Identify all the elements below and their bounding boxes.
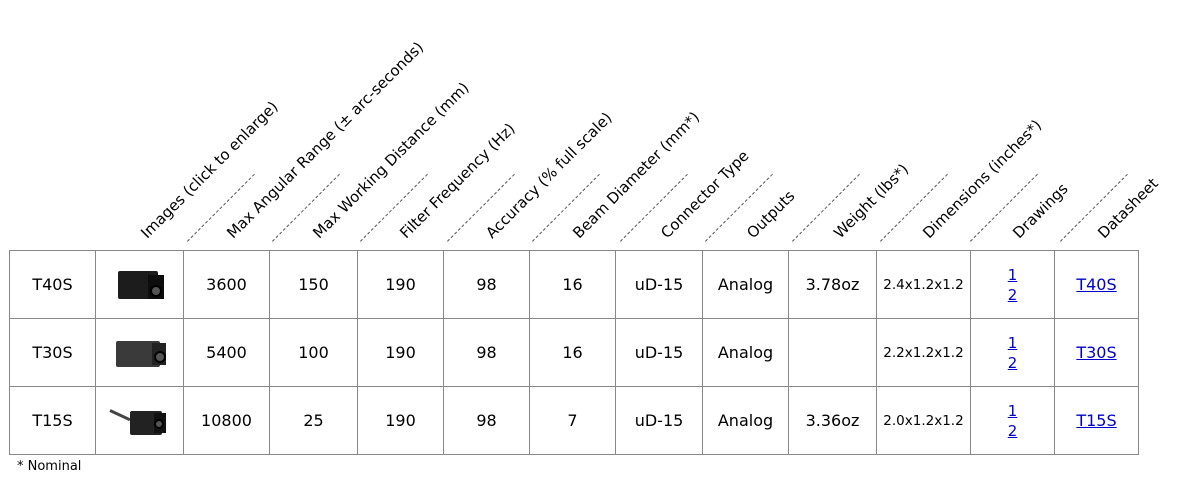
- drawing-1-link[interactable]: 1: [1007, 333, 1018, 352]
- drawings-cell: 1 2: [970, 250, 1055, 319]
- image-cell: [95, 318, 184, 387]
- drawings-cell: 1 2: [970, 318, 1055, 387]
- drawing-1-link[interactable]: 1: [1007, 401, 1018, 420]
- spec-table: T40S 3600 150 190 98 16 uD-15 Analog 3.7…: [9, 250, 1139, 455]
- datasheet-cell: T15S: [1054, 386, 1139, 455]
- sensor-t40s-image[interactable]: [110, 265, 170, 305]
- dimensions-cell: 2.2x1.2x1.2: [876, 318, 971, 387]
- outputs-cell: Analog: [702, 250, 789, 319]
- datasheet-link[interactable]: T40S: [1076, 275, 1117, 294]
- lens-icon: [153, 418, 164, 429]
- working-distance-cell: 100: [269, 318, 358, 387]
- sensor-t30s-image[interactable]: [110, 333, 170, 373]
- sensor-t15s-image[interactable]: [108, 401, 170, 441]
- datasheet-cell: T40S: [1054, 250, 1139, 319]
- beam-diameter-cell: 7: [529, 386, 616, 455]
- accuracy-cell: 98: [443, 318, 530, 387]
- weight-cell: 3.78oz: [788, 250, 877, 319]
- working-distance-cell: 150: [269, 250, 358, 319]
- table-row: T40S 3600 150 190 98 16 uD-15 Analog 3.7…: [9, 250, 1139, 319]
- filter-frequency-cell: 190: [357, 250, 444, 319]
- connector-cell: uD-15: [615, 386, 703, 455]
- weight-cell: 3.36oz: [788, 386, 877, 455]
- column-headers: Images (click to enlarge) Max Angular Ra…: [137, 38, 1162, 242]
- drawings-cell: 1 2: [970, 386, 1055, 455]
- beam-diameter-cell: 16: [529, 318, 616, 387]
- filter-frequency-cell: 190: [357, 318, 444, 387]
- model-cell: T40S: [9, 250, 96, 319]
- lens-icon: [149, 284, 162, 297]
- dimensions-cell: 2.4x1.2x1.2: [876, 250, 971, 319]
- drawing-2-link[interactable]: 2: [1007, 421, 1018, 440]
- datasheet-link[interactable]: T15S: [1076, 411, 1117, 430]
- header-label: Images (click to enlarge): [137, 97, 282, 242]
- header-label: Weight (lbs*): [830, 160, 913, 242]
- dimensions-cell: 2.0x1.2x1.2: [876, 386, 971, 455]
- beam-diameter-cell: 16: [529, 250, 616, 319]
- header-label: Connector Type: [657, 146, 753, 242]
- model-cell: T15S: [9, 386, 96, 455]
- working-distance-cell: 25: [269, 386, 358, 455]
- filter-frequency-cell: 190: [357, 386, 444, 455]
- outputs-cell: Analog: [702, 318, 789, 387]
- connector-cell: uD-15: [615, 250, 703, 319]
- header-label: Drawings: [1009, 179, 1072, 242]
- connector-cell: uD-15: [615, 318, 703, 387]
- header-label: Datasheet: [1094, 174, 1162, 242]
- angular-range-cell: 5400: [183, 318, 270, 387]
- angular-range-cell: 10800: [183, 386, 270, 455]
- lens-icon: [153, 350, 166, 363]
- table-row: T30S 5400 100 190 98 16 uD-15 Analog 2.2…: [9, 318, 1139, 387]
- weight-cell: [788, 318, 877, 387]
- drawing-2-link[interactable]: 2: [1007, 353, 1018, 372]
- drawing-1-link[interactable]: 1: [1007, 265, 1018, 284]
- accuracy-cell: 98: [443, 386, 530, 455]
- model-cell: T30S: [9, 318, 96, 387]
- cable-icon: [108, 408, 131, 421]
- footnote: * Nominal: [17, 459, 82, 474]
- datasheet-link[interactable]: T30S: [1076, 343, 1117, 362]
- image-cell: [95, 386, 184, 455]
- accuracy-cell: 98: [443, 250, 530, 319]
- angular-range-cell: 3600: [183, 250, 270, 319]
- image-cell: [95, 250, 184, 319]
- table-row: T15S 10800 25 190 98 7 uD-15 Analog 3.36…: [9, 386, 1139, 455]
- header-label: Max Working Distance (mm): [309, 78, 473, 242]
- outputs-cell: Analog: [702, 386, 789, 455]
- drawing-2-link[interactable]: 2: [1007, 285, 1018, 304]
- datasheet-cell: T30S: [1054, 318, 1139, 387]
